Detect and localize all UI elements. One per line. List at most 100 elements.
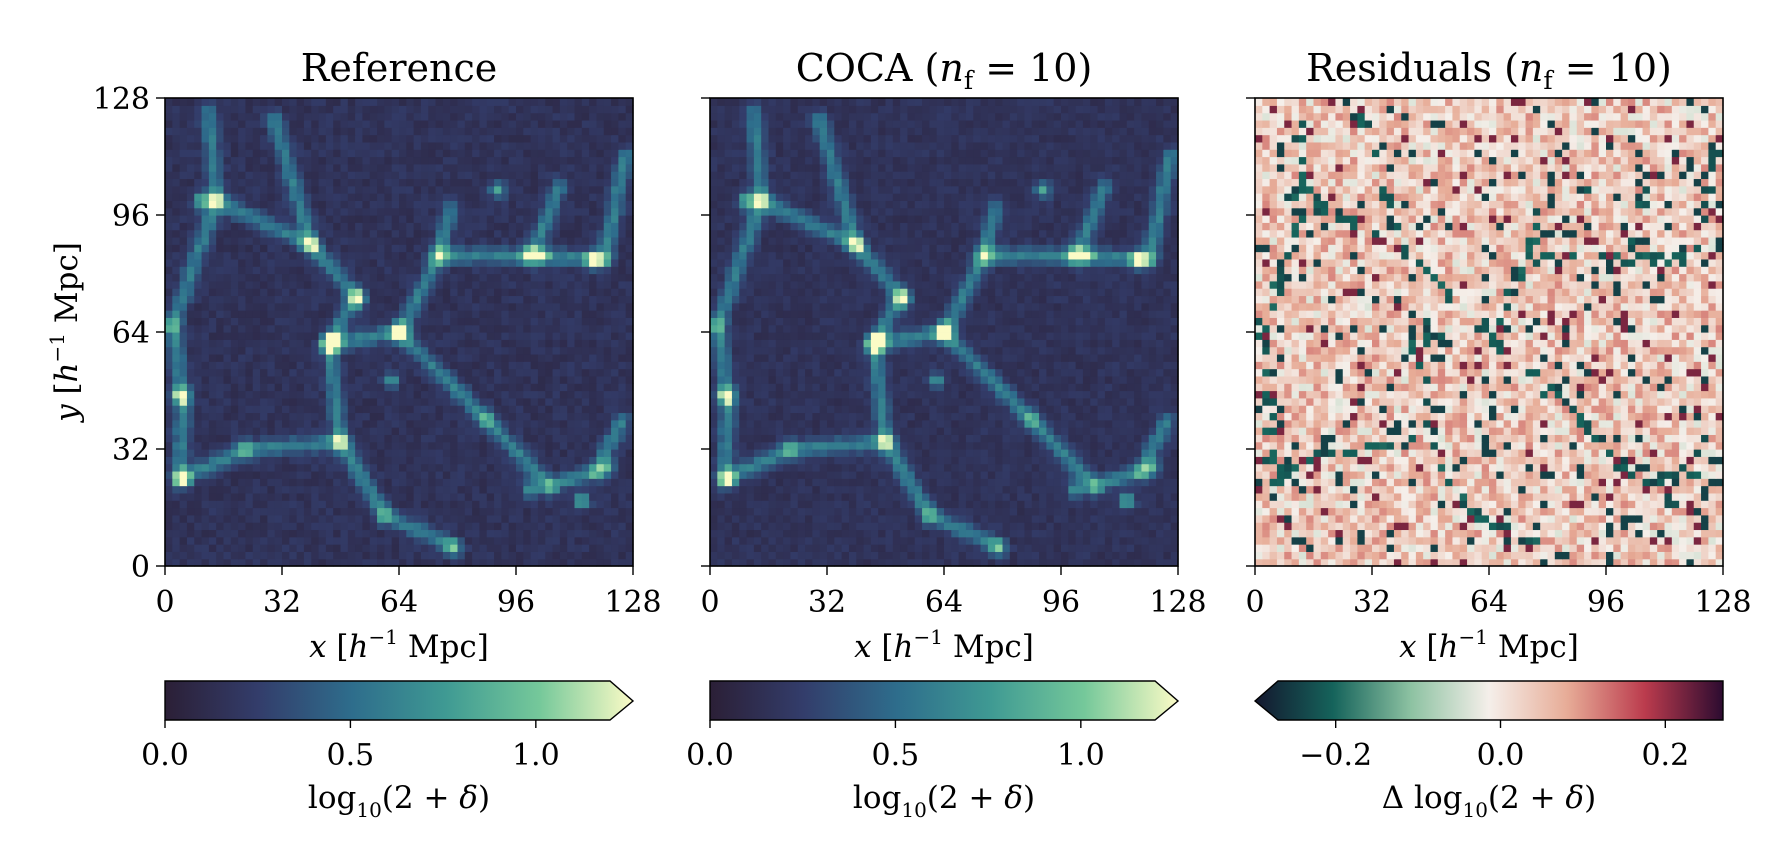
heatmap-cell [603,558,612,567]
heatmap-cell [179,470,188,479]
heatmap-cell [552,346,561,355]
heatmap-cell [530,222,539,231]
heatmap-cell [581,178,590,187]
heatmap-cell [435,105,444,114]
heatmap-cell [1068,529,1077,538]
heatmap-cell [790,551,799,560]
heatmap-cell [545,492,554,501]
heatmap-cell [790,544,799,552]
heatmap-cell [1170,478,1179,487]
heatmap-cell [303,332,312,340]
heatmap-cell [355,339,364,348]
heatmap-cell [486,456,495,465]
heatmap-cell [457,544,466,552]
heatmap-cell [186,244,195,253]
heatmap-cell [223,105,232,114]
heatmap-cell [1031,529,1040,538]
heatmap-cell [523,390,532,399]
heatmap-cell [724,536,733,545]
heatmap-cell [399,470,407,479]
heatmap-cell [413,492,422,501]
heatmap-cell [1046,514,1055,523]
heatmap-cell [589,412,598,421]
heatmap-cell [625,456,634,465]
heatmap-cell [340,492,349,501]
heatmap-cell [355,229,364,238]
heatmap-cell [384,536,393,545]
heatmap-cell [559,141,568,150]
heatmap-cell [457,244,466,253]
heatmap-cell [230,478,239,487]
heatmap-cell [406,244,415,253]
heatmap-cell [333,507,342,516]
heatmap-cell [450,273,459,282]
heatmap-cell [523,163,532,172]
heatmap-cell [545,324,554,333]
heatmap-cell [406,383,415,392]
heatmap-cell [625,222,634,231]
heatmap-cell [399,522,407,531]
heatmap-cell [797,529,806,538]
heatmap-cell [282,251,290,260]
heatmap-cell [245,193,254,201]
heatmap-cell [230,522,239,531]
heatmap-cell [333,310,342,318]
heatmap-cell [245,405,254,414]
heatmap-cell [625,419,634,428]
heatmap-cell [377,163,385,172]
heatmap-cell [589,200,598,209]
heatmap-cell [1024,500,1033,509]
heatmap-cell [567,522,576,531]
heatmap-cell [274,514,283,523]
heatmap-cell [1134,522,1143,531]
heatmap-cell [238,98,247,106]
heatmap-cell [739,463,748,472]
heatmap-cell [457,171,466,180]
heatmap-cell [552,112,561,121]
heatmap-cell [618,551,627,560]
heatmap-cell [274,500,283,509]
heatmap-cell [420,229,429,238]
heatmap-cell [618,449,627,457]
heatmap-cell [201,185,210,194]
heatmap-cell [289,244,298,253]
heatmap-cell [230,127,239,136]
heatmap-cell [603,295,612,304]
heatmap-cell [186,178,195,187]
heatmap-cell [216,141,225,150]
heatmap-cell [208,463,217,472]
heatmap-cell [340,141,349,150]
heatmap-cell [355,427,364,435]
heatmap-cell [479,434,488,443]
heatmap-cell [413,405,422,414]
heatmap-cell [325,127,334,136]
heatmap-cell [596,397,605,406]
heatmap-cell [245,427,254,435]
heatmap-cell [194,434,203,443]
heatmap-cell [216,449,225,457]
heatmap-cell [435,266,444,275]
heatmap-cell [238,207,247,216]
heatmap-cell [1053,492,1062,501]
heatmap-cell [552,507,561,516]
heatmap-cell [208,273,217,282]
heatmap-cell [530,434,539,443]
heatmap-cell [303,492,312,501]
heatmap-cell [296,207,305,216]
heatmap-cell [347,163,356,172]
heatmap-cell [296,478,305,487]
heatmap-cell [208,361,217,370]
heatmap-cell [406,185,415,194]
heatmap-cell [260,412,268,421]
heatmap-cell [819,507,828,516]
heatmap-cell [274,551,283,560]
heatmap-cell [216,258,225,267]
heatmap-cell [479,456,488,465]
heatmap-cell [238,332,247,340]
heatmap-cell [1024,507,1033,516]
heatmap-cell [596,288,605,297]
heatmap-cell [611,500,619,509]
heatmap-cell [172,478,181,487]
heatmap-cell [516,361,524,370]
heatmap-cell [296,346,305,355]
